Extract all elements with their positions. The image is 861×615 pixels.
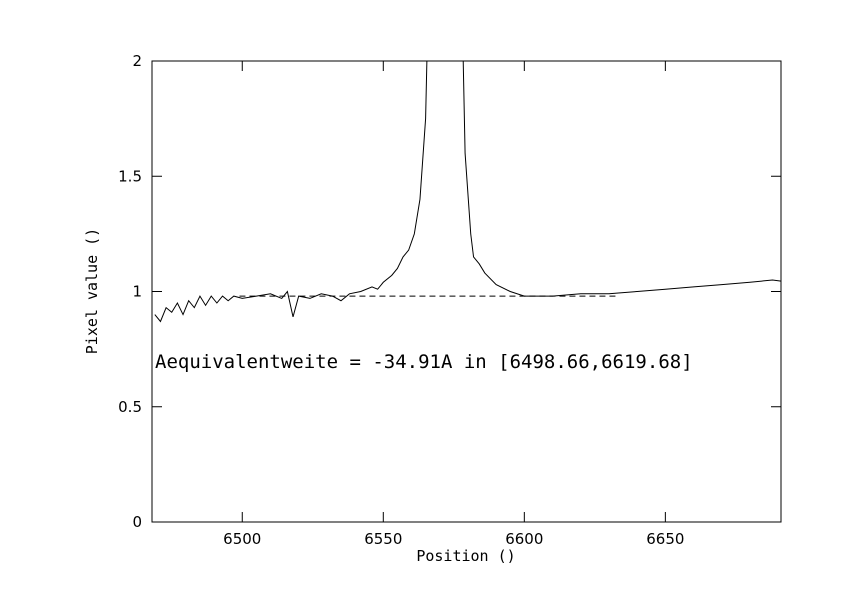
y-tick-label: 0.5 [118, 398, 142, 416]
x-tick-label: 6650 [646, 530, 684, 548]
x-tick-label: 6600 [505, 530, 543, 548]
y-tick-label: 1 [132, 283, 142, 301]
y-tick-label: 2 [132, 52, 142, 70]
y-tick-label: 0 [132, 513, 142, 531]
x-tick-label: 6500 [223, 530, 261, 548]
y-axis-label: Pixel value () [83, 228, 101, 354]
y-tick-label: 1.5 [118, 167, 142, 185]
spectrum-line [154, 61, 781, 323]
plot-area [154, 61, 781, 323]
x-tick-label: 6550 [364, 530, 402, 548]
x-axis-label: Position () [416, 547, 515, 565]
annotation: Aequivalentweite = -34.91A in [6498.66,6… [155, 351, 693, 373]
